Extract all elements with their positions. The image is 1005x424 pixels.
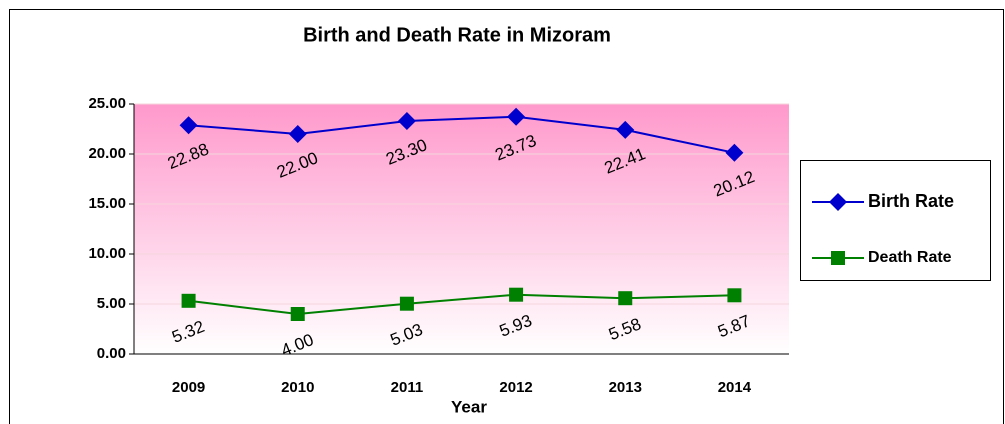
x-tick-label: 2011 <box>391 379 424 396</box>
point <box>507 107 526 126</box>
legend-label: Birth Rate <box>868 191 954 211</box>
point <box>727 288 742 303</box>
legend-marker <box>831 251 845 265</box>
chart-title: Birth and Death Rate in Mizoram <box>303 24 611 46</box>
x-tick-label: 2009 <box>172 379 205 396</box>
x-tick-label: 2014 <box>718 379 752 396</box>
point <box>397 112 416 130</box>
point <box>725 143 744 162</box>
point <box>509 287 524 302</box>
series-line <box>188 293 735 316</box>
legend-label: Death Rate <box>868 249 952 266</box>
point <box>288 125 307 143</box>
y-tick-label: 10.00 <box>88 245 126 262</box>
x-tick-label: 2010 <box>281 379 314 396</box>
point <box>618 291 633 306</box>
x-axis-label: Year <box>451 397 487 416</box>
series-line <box>188 115 735 154</box>
y-tick-label: 5.00 <box>97 295 126 312</box>
point <box>181 293 196 308</box>
plot-area <box>134 104 789 354</box>
x-tick-label: 2013 <box>609 379 642 396</box>
point <box>616 120 635 139</box>
point <box>290 307 305 321</box>
y-tick-label: 20.00 <box>88 145 126 162</box>
y-tick-label: 15.00 <box>88 195 126 212</box>
point <box>399 296 414 311</box>
y-tick-label: 25.00 <box>88 95 126 112</box>
point <box>179 116 198 135</box>
x-tick-label: 2012 <box>499 379 532 396</box>
y-tick-label: 0.00 <box>97 345 126 362</box>
legend-marker <box>829 193 847 211</box>
